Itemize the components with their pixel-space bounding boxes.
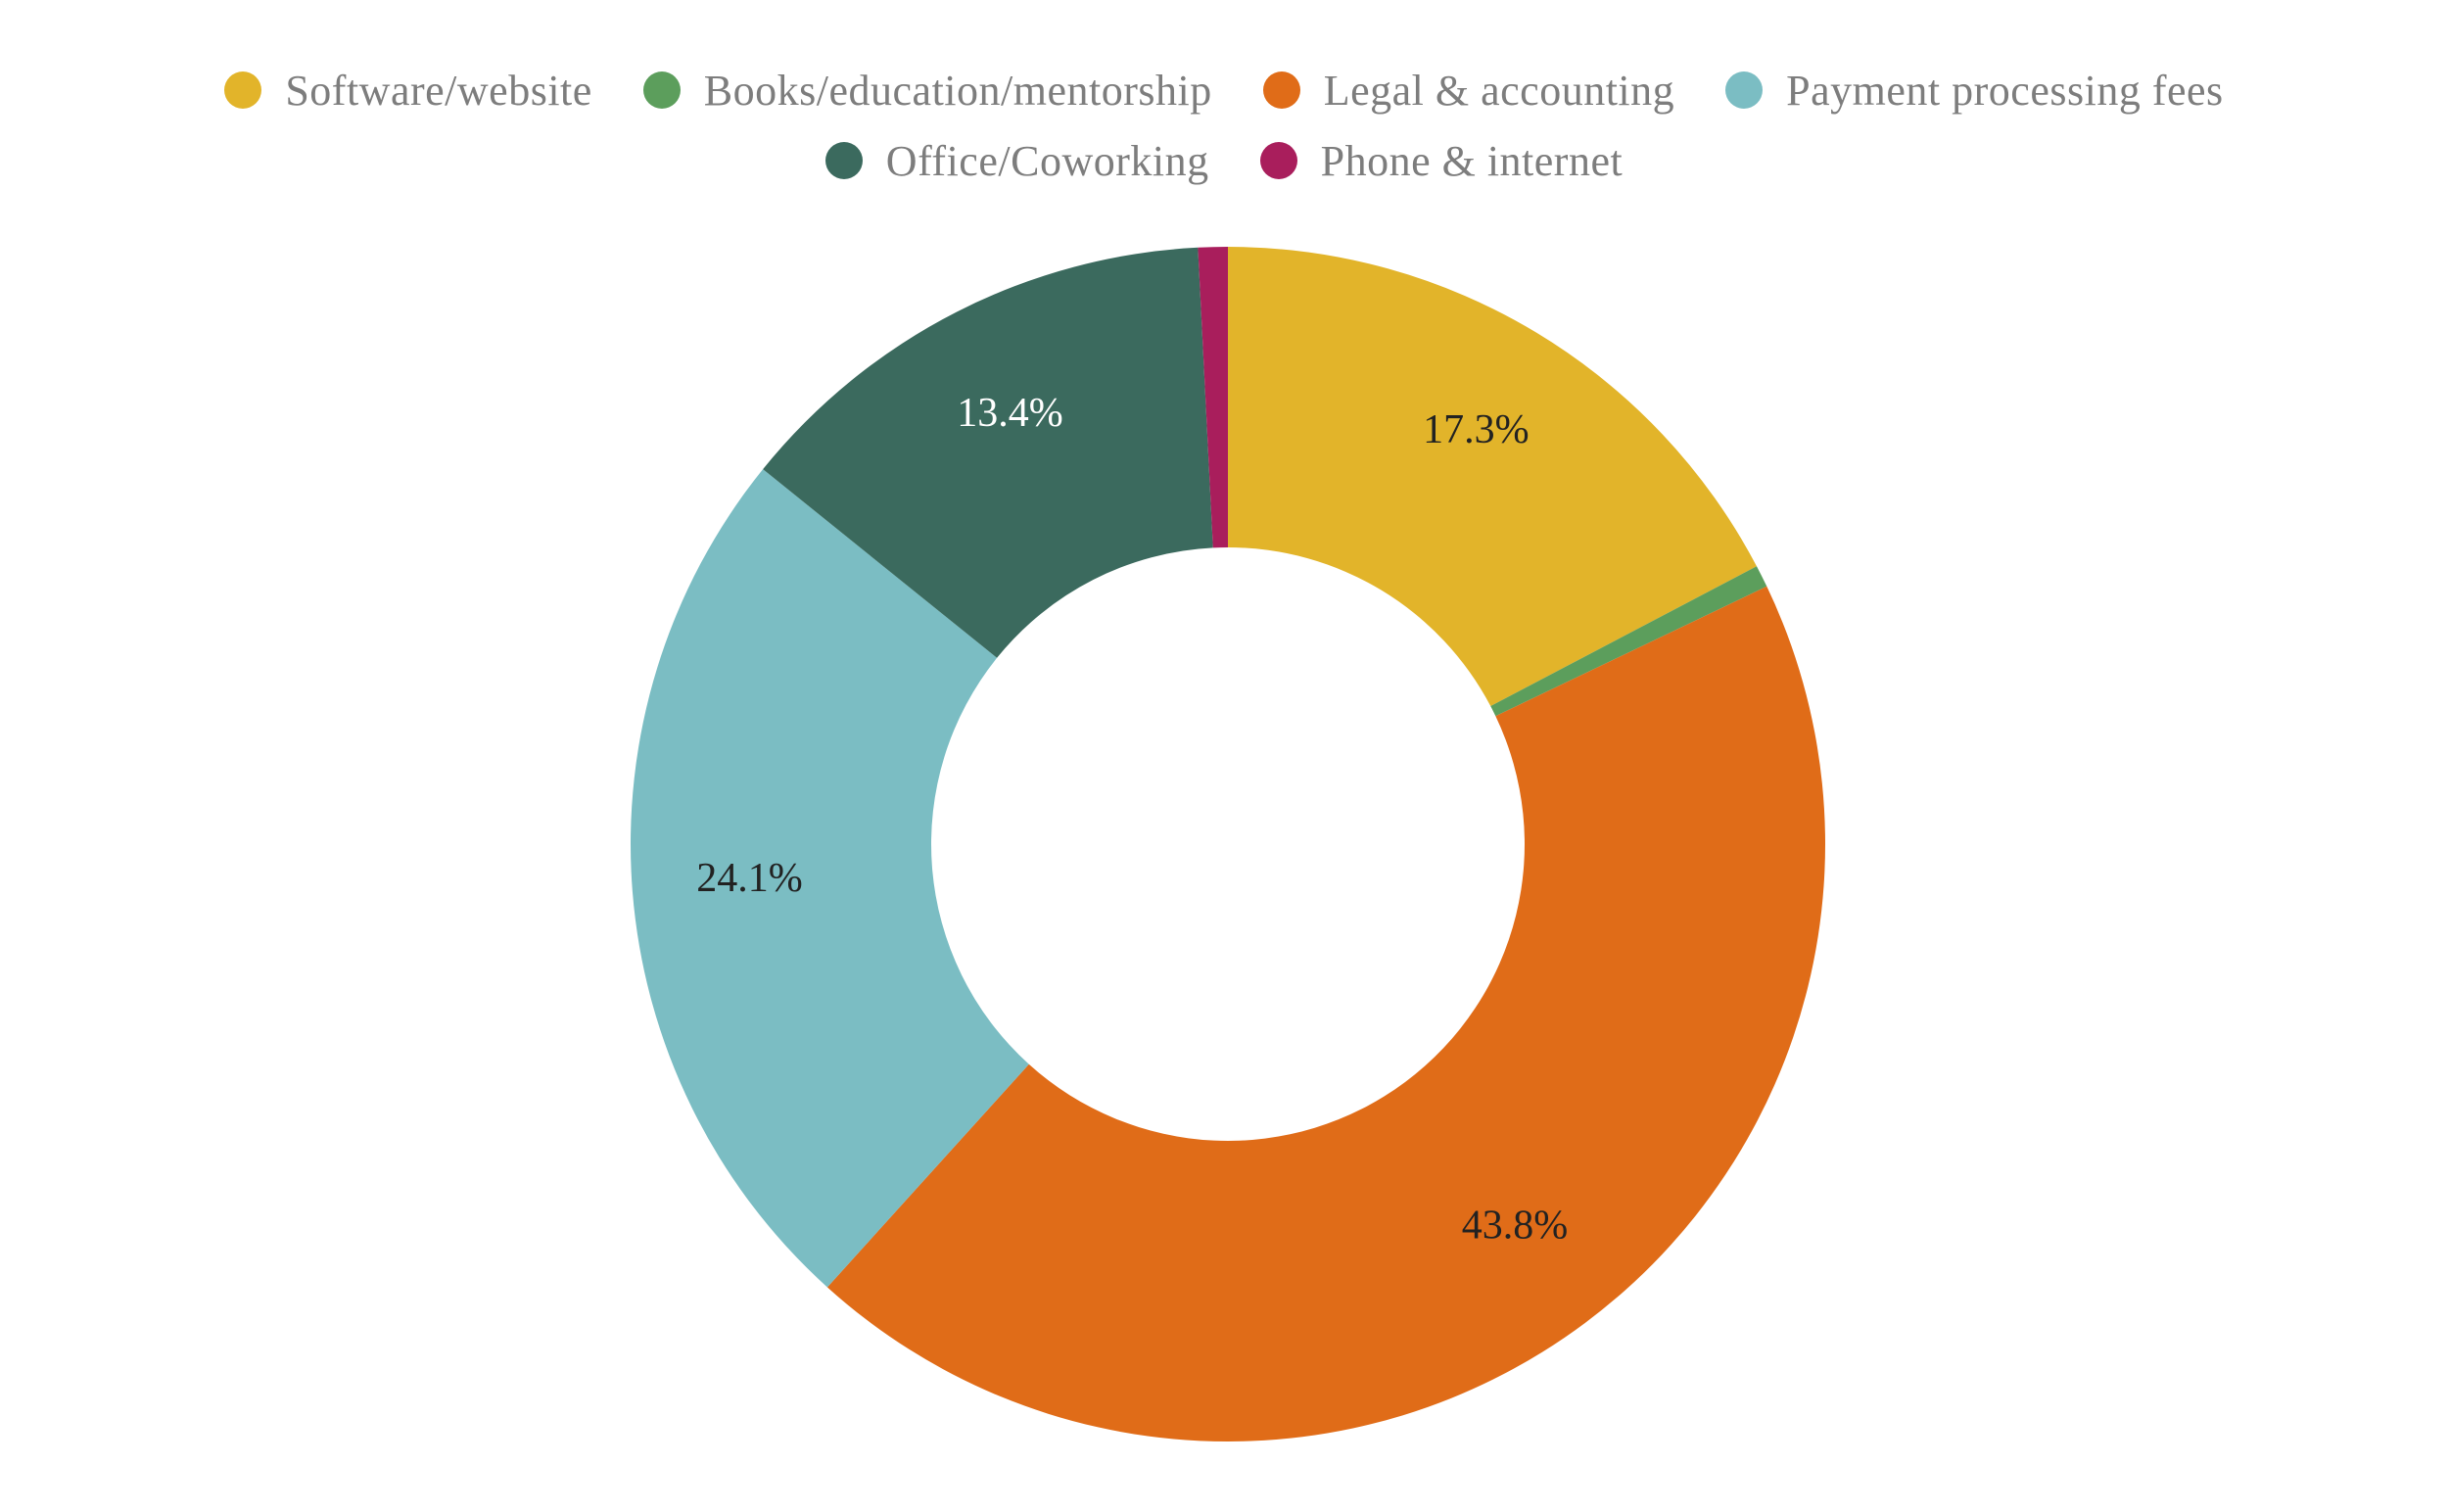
donut-slices: [631, 247, 1825, 1442]
donut-data-labels: 17.3% 43.8% 24.1% 13.4%: [696, 391, 1568, 1248]
legend-swatch-office-coworking: [824, 142, 863, 179]
slice-books-education-mentorship[interactable]: [1490, 566, 1767, 717]
legend-item-software-website[interactable]: Software/website: [224, 66, 592, 115]
legend-item-payment-processing-fees[interactable]: Payment processing fees: [1725, 66, 2224, 115]
legend-item-phone-internet[interactable]: Phone & internet: [1259, 136, 1624, 185]
legend-swatch-payment-processing-fees: [1725, 71, 1764, 109]
slice-software-website[interactable]: [1228, 247, 1757, 707]
slice-office-coworking[interactable]: [763, 247, 1213, 658]
legend-label-office-coworking: Office/Coworking: [885, 136, 1209, 185]
slice-legal-accounting[interactable]: [826, 586, 1825, 1442]
data-label-legal-accounting: 43.8%: [1462, 1203, 1569, 1248]
chart-legend: Software/website Books/education/mentors…: [0, 66, 2448, 185]
legend-item-office-coworking[interactable]: Office/Coworking: [824, 136, 1209, 185]
legend-label-legal-accounting: Legal & accounting: [1323, 66, 1675, 115]
legend-item-legal-accounting[interactable]: Legal & accounting: [1262, 66, 1675, 115]
slice-phone-internet[interactable]: [1198, 247, 1228, 548]
legend-swatch-legal-accounting: [1262, 71, 1300, 109]
legend-label-payment-processing-fees: Payment processing fees: [1786, 66, 2224, 115]
legend-swatch-phone-internet: [1259, 142, 1297, 179]
legend-label-phone-internet: Phone & internet: [1320, 136, 1624, 185]
slice-payment-processing-fees[interactable]: [631, 469, 1029, 1288]
legend-swatch-software-website: [224, 71, 262, 109]
legend-label-books-education-mentorship: Books/education/mentorship: [703, 66, 1212, 115]
data-label-payment-processing-fees: 24.1%: [696, 856, 803, 901]
legend-item-books-education-mentorship[interactable]: Books/education/mentorship: [642, 66, 1212, 115]
data-label-software-website: 17.3%: [1423, 407, 1530, 452]
legend-label-software-website: Software/website: [285, 66, 592, 115]
legend-swatch-books-education-mentorship: [642, 71, 681, 109]
data-label-office-coworking: 13.4%: [957, 391, 1063, 436]
